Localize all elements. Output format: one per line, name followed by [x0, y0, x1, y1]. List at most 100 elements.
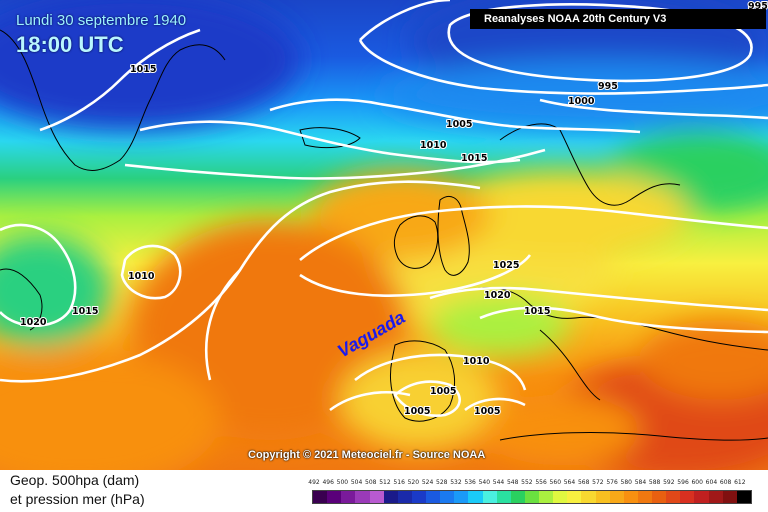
scale-label: 520 [407, 479, 420, 486]
scale-cell [581, 491, 596, 503]
scale-cell [553, 491, 568, 503]
scale-cell [637, 491, 652, 503]
scale-cell [355, 491, 370, 503]
scale-label: 596 [677, 479, 689, 486]
scale-cell [510, 491, 525, 503]
scale-label: 540 [478, 479, 491, 486]
scale-label: 504 [350, 479, 363, 486]
scale-label: 564 [563, 479, 576, 486]
isobar-1005-iberia [393, 380, 461, 417]
scale-cell [694, 491, 709, 503]
ireland-coast [393, 215, 439, 269]
greenland-coast [0, 29, 226, 171]
isobar-1000 [539, 98, 768, 120]
scale-cell [666, 491, 681, 503]
isobar-1015-alps [479, 306, 768, 334]
map-date: Lundi 30 septembre 1940 [16, 12, 187, 29]
label-1010-atl: 1010 [128, 271, 155, 282]
iceland-coast [299, 127, 361, 149]
scale-cell [609, 491, 624, 503]
scale-label: 608 [719, 479, 732, 486]
label-1005-med: 1005 [474, 406, 500, 417]
color-scale-labels: 492 496 500 504 508 512 516 520 524 528 532 536 540 5… [308, 479, 752, 489]
label-1000: 1000 [568, 96, 595, 107]
scale-label: 556 [535, 479, 547, 486]
scandinavia-coast [499, 123, 681, 206]
isobar-1005-sw [329, 391, 526, 412]
scale-cell [426, 491, 441, 503]
scale-cell [397, 491, 412, 503]
scale-label: 500 [336, 479, 349, 486]
scale-label: 572 [592, 479, 604, 486]
label-1015-greenland: 1015 [130, 64, 156, 75]
isobar-1010-atl [120, 244, 182, 300]
scale-cell [680, 491, 695, 503]
scale-cell [369, 491, 384, 503]
label-1010-north: 1010 [420, 140, 447, 151]
scale-label: 548 [506, 479, 519, 486]
isobar-1025 [299, 254, 532, 297]
scale-label: 576 [606, 479, 618, 486]
coastlines [0, 29, 768, 441]
geopotential-map: 995 995 1000 1005 1010 1015 1015 1010 10… [0, 0, 768, 470]
map-time: 18:00 UTC [16, 32, 124, 57]
scale-cell [496, 491, 511, 503]
scale-label: 536 [464, 479, 476, 486]
isobars [0, 0, 768, 416]
scale-cell [652, 491, 667, 503]
label-1010-iberia: 1010 [463, 356, 490, 367]
scale-cell [341, 491, 356, 503]
scale-label: 612 [734, 479, 746, 486]
isobar-1015-west [0, 223, 77, 328]
scale-label: 512 [379, 479, 391, 486]
color-scale-bar [312, 490, 752, 504]
scale-label: 528 [436, 479, 448, 486]
scale-cell [595, 491, 610, 503]
scale-label: 568 [577, 479, 590, 486]
isobar-1010-north [139, 120, 521, 164]
scale-cell [524, 491, 539, 503]
scale-cell [482, 491, 497, 503]
labrador-coast [0, 268, 43, 331]
isobar-1020-fr [429, 286, 768, 312]
scale-cell [623, 491, 638, 503]
britain-coast [437, 196, 470, 276]
scale-label: 516 [393, 479, 405, 486]
isobar-1025-outer [299, 205, 768, 261]
scale-label: 496 [322, 479, 334, 486]
weather-map: 995 995 1000 1005 1010 1015 1015 1010 10… [0, 0, 768, 470]
label-1020-west: 1020 [20, 317, 47, 328]
scale-label: 584 [634, 479, 647, 486]
label-1005-sw: 1005 [404, 406, 430, 417]
scale-label: 560 [549, 479, 562, 486]
scale-cell [411, 491, 426, 503]
scale-label: 604 [705, 479, 718, 486]
scale-cell [454, 491, 469, 503]
scale-label: 552 [521, 479, 533, 486]
scale-label: 492 [308, 479, 320, 486]
scale-cell [383, 491, 398, 503]
scale-cell [722, 491, 737, 503]
scale-cell [708, 491, 723, 503]
north-africa-coast [499, 432, 768, 441]
isobar-995-top [447, 3, 753, 83]
continent-coast [469, 287, 768, 351]
isobar-1005-north [269, 98, 641, 134]
scale-label: 524 [421, 479, 434, 486]
italy-coast [539, 329, 601, 401]
scale-cell [440, 491, 455, 503]
scale-cell [327, 491, 342, 503]
label-1015-alps: 1015 [524, 306, 550, 317]
label-1020-fr: 1020 [484, 290, 511, 301]
legend-title-pressure: et pression mer (hPa) [10, 491, 145, 507]
scale-label: 532 [450, 479, 462, 486]
label-1005-north: 1005 [446, 119, 472, 130]
label-1005-iberia: 1005 [430, 386, 456, 397]
label-1025: 1025 [493, 260, 519, 271]
scale-label: 588 [648, 479, 661, 486]
scale-cell [539, 491, 554, 503]
label-1015-west: 1015 [72, 306, 98, 317]
scale-cell [313, 491, 328, 503]
isobar-1010-iberia [354, 353, 527, 391]
label-995: 995 [598, 81, 618, 92]
